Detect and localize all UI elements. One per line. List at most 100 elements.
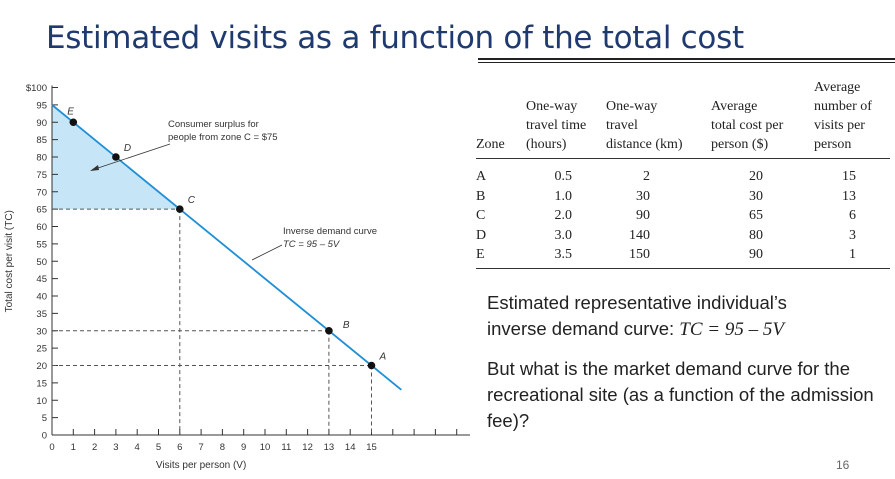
x-tick-label: 12 [302,442,313,453]
y-tick-label: 75 [36,170,47,181]
x-tick-label: 8 [220,442,225,453]
y-tick-label: 30 [36,326,47,337]
data-point-a [367,361,376,370]
data-point-d [112,153,120,161]
data-point-b [325,326,333,335]
table-cell: 1 [849,247,856,262]
demand-chart: 05101520253035404550556065707580859095$1… [4,83,470,471]
table-cell: 1.0 [554,188,573,204]
table-row: B 1.0 30 30 13 [476,187,890,207]
x-tick-label: 3 [113,442,118,453]
annotation-demand-line2: TC = 95 – 5V [283,239,341,250]
y-tick-label: 15 [36,378,47,389]
x-axis-title: Visits per person (V) [156,460,246,471]
table-cell: 30 [749,188,763,204]
header-visits: Average number of visits per person [814,80,872,152]
table-cell: 2 [643,169,650,184]
table-cell: 6 [849,208,856,223]
table-cell: A [476,169,487,184]
title-rule-thick [478,58,895,60]
table-cell: 20 [749,169,763,184]
annotation-demand-line1: Inverse demand curve [283,226,377,237]
header-travel-time: One-way travel time (hours) [526,99,587,152]
table-cell: E [476,247,485,262]
header-distance: One-way travel distance (km) [606,99,683,152]
table-row: A 0.5 2 20 15 [476,167,890,187]
y-tick-label: 45 [36,274,47,285]
y-tick-label: 50 [36,257,47,268]
annotation-demand-arrow [251,244,283,261]
table-cell: 2.0 [554,208,573,223]
data-point-c [176,205,184,213]
table-cell: 80 [749,227,763,243]
y-tick-label: 5 [42,413,47,424]
annotation-surplus-line2: people from zone C = $75 [168,132,278,143]
y-tick-label: 40 [36,292,47,303]
table-cell: 3.5 [554,247,573,262]
y-tick-label: 65 [36,205,47,216]
y-tick-label: 70 [36,187,47,198]
table-cell: B [476,188,486,204]
x-tick-label: 5 [156,442,161,453]
y-tick-label: 20 [36,361,47,372]
y-tick-label: 95 [36,100,47,111]
market-demand-question: But what is the market demand curve for … [487,358,874,431]
table-row: E 3.5 150 90 1 [476,245,890,265]
y-tick-label: 80 [36,153,47,164]
table-cell: D [476,227,487,243]
header-total-cost: Average total cost per person ($) [711,99,784,152]
data-point-e [69,118,78,127]
slide-title: Estimated visits as a function of the to… [46,20,744,56]
header-zone: Zone [476,137,505,152]
table-cell: 0.5 [554,169,573,184]
y-axis-title: Total cost per visit (TC) [4,210,15,312]
x-tick-label: 11 [281,442,291,453]
table-cell: 150 [629,247,650,262]
x-tick-label: 15 [366,442,377,453]
x-tick-label: 0 [49,442,54,453]
demand-curve-line [51,104,402,391]
x-tick-label: 13 [324,442,335,453]
inverse-demand-line1: Estimated representative individual’s [487,292,787,313]
table-cell: 15 [842,169,856,184]
inverse-demand-line2: inverse demand curve: TC = 95 – 5V [487,318,784,340]
inverse-demand-text: Estimated representative individual’s in… [487,290,887,343]
x-tick-label: 10 [260,442,271,453]
table-header: Zone One-way travel time (hours) One-way… [476,78,890,159]
y-tick-label: 25 [36,344,47,355]
table-cell: 140 [629,227,650,243]
y-tick-label: 90 [36,118,47,129]
table-cell: 13 [842,188,856,204]
x-tick-label: 6 [177,442,182,453]
table-cell: 30 [636,188,650,204]
zone-table: Zone One-way travel time (hours) One-way… [476,78,890,269]
table-bottom-rule [476,267,890,269]
table-cell: 65 [749,208,763,223]
table-cell: 90 [749,247,763,262]
point-label-c: C [188,195,196,206]
y-tick-label: 10 [36,396,47,407]
point-label-b: B [343,320,350,331]
annotation-surplus-arrow [91,143,171,171]
table-row: C 2.0 90 65 6 [476,206,890,226]
table-cell: 90 [636,208,650,223]
x-tick-label: 1 [71,442,76,453]
y-tick-label: 60 [36,222,47,233]
table-row: D 3.0 140 80 3 [476,226,890,246]
table-cell: 3 [849,227,856,243]
annotation-surplus-arrowhead [90,165,99,171]
y-tick-label: $100 [26,83,47,94]
y-tick-label: 0 [42,431,47,442]
table-body: A 0.5 2 20 15 B 1.0 30 30 13 C 2.0 90 65 6 D 3.0 140 80 3 E 3… [476,159,890,265]
x-tick-label: 14 [345,442,356,453]
table-cell: 3.0 [554,227,573,243]
point-label-e: E [67,106,74,117]
title-rule-thin [478,62,895,63]
x-tick-label: 4 [135,442,140,453]
x-tick-label: 7 [198,442,203,453]
page-number: 16 [836,458,850,472]
x-tick-label: 9 [241,442,246,453]
annotation-surplus-line1: Consumer surplus for [168,119,259,130]
y-tick-label: 55 [36,239,47,250]
